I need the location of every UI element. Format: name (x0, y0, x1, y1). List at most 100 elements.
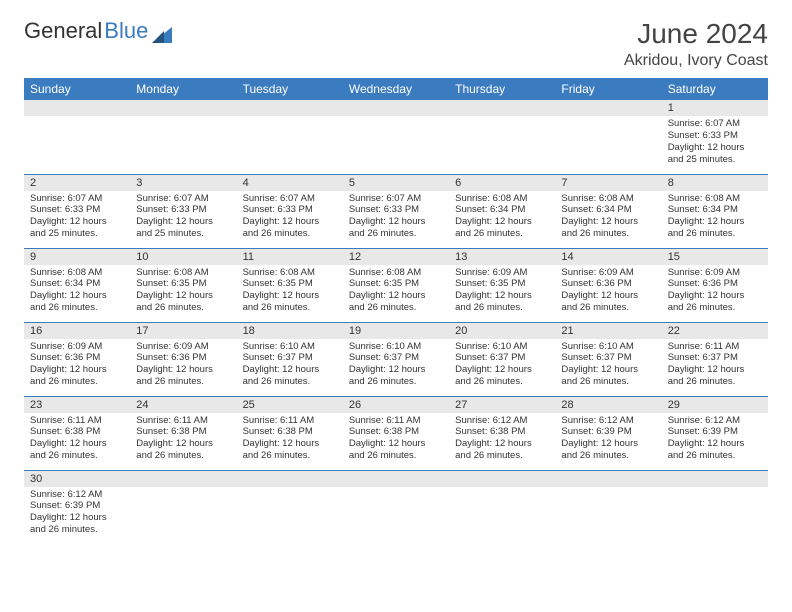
daylight-line: Daylight: 12 hours and 26 minutes. (455, 216, 549, 240)
logo: GeneralBlue (24, 18, 172, 44)
calendar-cell: 29Sunrise: 6:12 AMSunset: 6:39 PMDayligh… (662, 396, 768, 470)
calendar-body: 1Sunrise: 6:07 AMSunset: 6:33 PMDaylight… (24, 100, 768, 544)
day-number-empty (662, 471, 768, 487)
day-details: Sunrise: 6:07 AMSunset: 6:33 PMDaylight:… (24, 191, 130, 245)
calendar-cell (24, 100, 130, 174)
title-block: June 2024 Akridou, Ivory Coast (624, 18, 768, 70)
day-number: 9 (24, 249, 130, 265)
calendar-cell: 1Sunrise: 6:07 AMSunset: 6:33 PMDaylight… (662, 100, 768, 174)
sunrise-line: Sunrise: 6:09 AM (668, 267, 762, 279)
calendar-cell (555, 470, 661, 544)
calendar-cell: 8Sunrise: 6:08 AMSunset: 6:34 PMDaylight… (662, 174, 768, 248)
daylight-line: Daylight: 12 hours and 26 minutes. (30, 512, 124, 536)
sunrise-line: Sunrise: 6:09 AM (30, 341, 124, 353)
daylight-line: Daylight: 12 hours and 26 minutes. (243, 216, 337, 240)
sunrise-line: Sunrise: 6:08 AM (30, 267, 124, 279)
calendar-cell: 22Sunrise: 6:11 AMSunset: 6:37 PMDayligh… (662, 322, 768, 396)
day-details: Sunrise: 6:09 AMSunset: 6:36 PMDaylight:… (24, 339, 130, 393)
day-number: 12 (343, 249, 449, 265)
day-number: 21 (555, 323, 661, 339)
sunrise-line: Sunrise: 6:07 AM (30, 193, 124, 205)
calendar-cell (662, 470, 768, 544)
day-number: 13 (449, 249, 555, 265)
daylight-line: Daylight: 12 hours and 26 minutes. (243, 290, 337, 314)
daylight-line: Daylight: 12 hours and 26 minutes. (136, 438, 230, 462)
day-details: Sunrise: 6:10 AMSunset: 6:37 PMDaylight:… (343, 339, 449, 393)
day-number: 11 (237, 249, 343, 265)
sunrise-line: Sunrise: 6:08 AM (668, 193, 762, 205)
logo-text-2: Blue (104, 18, 148, 44)
day-number: 26 (343, 397, 449, 413)
day-details: Sunrise: 6:09 AMSunset: 6:36 PMDaylight:… (555, 265, 661, 319)
sunrise-line: Sunrise: 6:12 AM (561, 415, 655, 427)
weekday-header: Monday (130, 78, 236, 100)
day-number: 28 (555, 397, 661, 413)
calendar-cell: 6Sunrise: 6:08 AMSunset: 6:34 PMDaylight… (449, 174, 555, 248)
sunset-line: Sunset: 6:35 PM (455, 278, 549, 290)
daylight-line: Daylight: 12 hours and 26 minutes. (349, 364, 443, 388)
daylight-line: Daylight: 12 hours and 26 minutes. (668, 290, 762, 314)
daylight-line: Daylight: 12 hours and 26 minutes. (668, 216, 762, 240)
calendar-cell: 21Sunrise: 6:10 AMSunset: 6:37 PMDayligh… (555, 322, 661, 396)
day-number-empty (237, 471, 343, 487)
daylight-line: Daylight: 12 hours and 26 minutes. (455, 290, 549, 314)
day-number-empty (237, 100, 343, 116)
day-number-empty (343, 100, 449, 116)
day-number: 20 (449, 323, 555, 339)
sunrise-line: Sunrise: 6:10 AM (243, 341, 337, 353)
calendar-cell (237, 470, 343, 544)
day-details: Sunrise: 6:08 AMSunset: 6:34 PMDaylight:… (24, 265, 130, 319)
day-details: Sunrise: 6:10 AMSunset: 6:37 PMDaylight:… (555, 339, 661, 393)
sunset-line: Sunset: 6:37 PM (243, 352, 337, 364)
daylight-line: Daylight: 12 hours and 26 minutes. (243, 438, 337, 462)
logo-text-1: General (24, 18, 102, 44)
sunset-line: Sunset: 6:37 PM (561, 352, 655, 364)
day-number-empty (449, 100, 555, 116)
day-number: 18 (237, 323, 343, 339)
calendar-cell: 25Sunrise: 6:11 AMSunset: 6:38 PMDayligh… (237, 396, 343, 470)
calendar-cell: 2Sunrise: 6:07 AMSunset: 6:33 PMDaylight… (24, 174, 130, 248)
day-details: Sunrise: 6:11 AMSunset: 6:38 PMDaylight:… (24, 413, 130, 467)
day-details: Sunrise: 6:08 AMSunset: 6:34 PMDaylight:… (449, 191, 555, 245)
day-number: 6 (449, 175, 555, 191)
calendar-cell (449, 100, 555, 174)
calendar-cell: 20Sunrise: 6:10 AMSunset: 6:37 PMDayligh… (449, 322, 555, 396)
sunset-line: Sunset: 6:33 PM (349, 204, 443, 216)
sunrise-line: Sunrise: 6:12 AM (30, 489, 124, 501)
day-details: Sunrise: 6:11 AMSunset: 6:37 PMDaylight:… (662, 339, 768, 393)
sunset-line: Sunset: 6:33 PM (30, 204, 124, 216)
day-number: 14 (555, 249, 661, 265)
calendar-row: 9Sunrise: 6:08 AMSunset: 6:34 PMDaylight… (24, 248, 768, 322)
daylight-line: Daylight: 12 hours and 26 minutes. (561, 438, 655, 462)
sunrise-line: Sunrise: 6:11 AM (243, 415, 337, 427)
daylight-line: Daylight: 12 hours and 26 minutes. (243, 364, 337, 388)
day-details: Sunrise: 6:10 AMSunset: 6:37 PMDaylight:… (449, 339, 555, 393)
calendar-cell: 10Sunrise: 6:08 AMSunset: 6:35 PMDayligh… (130, 248, 236, 322)
weekday-header: Wednesday (343, 78, 449, 100)
day-number: 10 (130, 249, 236, 265)
day-number: 1 (662, 100, 768, 116)
day-details: Sunrise: 6:07 AMSunset: 6:33 PMDaylight:… (237, 191, 343, 245)
calendar-cell (130, 100, 236, 174)
sunrise-line: Sunrise: 6:08 AM (561, 193, 655, 205)
day-number-empty (130, 100, 236, 116)
calendar-row: 30Sunrise: 6:12 AMSunset: 6:39 PMDayligh… (24, 470, 768, 544)
sunset-line: Sunset: 6:36 PM (561, 278, 655, 290)
sunrise-line: Sunrise: 6:11 AM (668, 341, 762, 353)
sunset-line: Sunset: 6:35 PM (349, 278, 443, 290)
day-details: Sunrise: 6:10 AMSunset: 6:37 PMDaylight:… (237, 339, 343, 393)
sunrise-line: Sunrise: 6:10 AM (561, 341, 655, 353)
sunset-line: Sunset: 6:35 PM (243, 278, 337, 290)
calendar-cell: 3Sunrise: 6:07 AMSunset: 6:33 PMDaylight… (130, 174, 236, 248)
daylight-line: Daylight: 12 hours and 26 minutes. (136, 364, 230, 388)
sunrise-line: Sunrise: 6:11 AM (349, 415, 443, 427)
day-details: Sunrise: 6:11 AMSunset: 6:38 PMDaylight:… (343, 413, 449, 467)
calendar-cell: 7Sunrise: 6:08 AMSunset: 6:34 PMDaylight… (555, 174, 661, 248)
calendar-cell: 9Sunrise: 6:08 AMSunset: 6:34 PMDaylight… (24, 248, 130, 322)
daylight-line: Daylight: 12 hours and 25 minutes. (136, 216, 230, 240)
calendar-cell: 5Sunrise: 6:07 AMSunset: 6:33 PMDaylight… (343, 174, 449, 248)
sunrise-line: Sunrise: 6:12 AM (455, 415, 549, 427)
weekday-header: Sunday (24, 78, 130, 100)
calendar-cell: 17Sunrise: 6:09 AMSunset: 6:36 PMDayligh… (130, 322, 236, 396)
day-number: 19 (343, 323, 449, 339)
